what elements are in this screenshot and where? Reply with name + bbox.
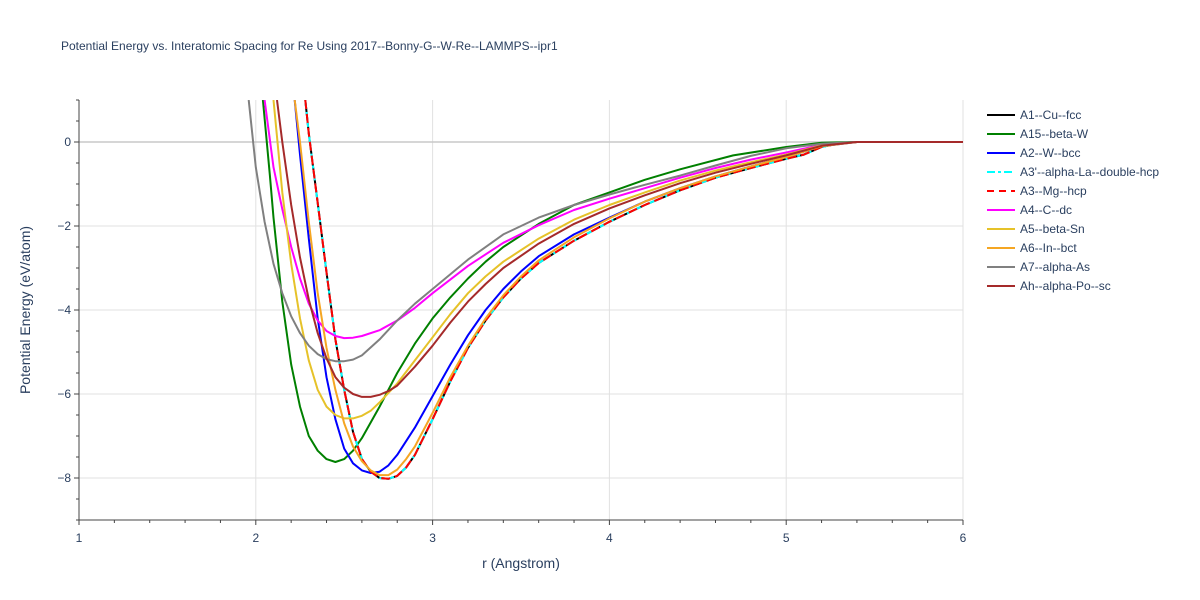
series-line-3	[304, 100, 963, 480]
legend-label-7[interactable]: A6--In--bct	[1020, 241, 1077, 255]
series-line-1	[261, 100, 963, 463]
series-line-7	[293, 100, 963, 477]
y-tick-label: −4	[57, 303, 71, 317]
legend-label-2[interactable]: A2--W--bcc	[1020, 146, 1080, 160]
gridlines	[79, 100, 964, 520]
legend-label-8[interactable]: A7--alpha-As	[1020, 260, 1090, 274]
legend-label-6[interactable]: A5--beta-Sn	[1020, 222, 1085, 236]
legend: A1--Cu--fcc A15--beta-W A2--W--bcc A3'--alp…	[987, 108, 1159, 293]
y-tick-label: −6	[57, 387, 71, 401]
y-tick-label: −8	[57, 471, 71, 485]
series-line-2	[293, 100, 963, 474]
series-line-5	[263, 100, 963, 340]
legend-label-4[interactable]: A3--Mg--hcp	[1020, 184, 1087, 198]
legend-label-9[interactable]: Ah--alpha-Po--sc	[1020, 279, 1111, 293]
y-axis-label: Potential Energy (eV/atom)	[17, 226, 33, 394]
axes: 1 2 3 4 5 6 0 −2 −4 −6 −8	[57, 99, 967, 545]
x-tick-label: 5	[783, 531, 790, 545]
plot-area	[247, 100, 963, 480]
legend-label-5[interactable]: A4--C--dc	[1020, 203, 1072, 217]
series-line-4	[304, 100, 963, 480]
x-tick-label: 4	[606, 531, 613, 545]
x-tick-label: 2	[252, 531, 259, 545]
x-tick-label: 1	[76, 531, 83, 545]
y-tick-label: 0	[64, 135, 71, 149]
series-line-8	[247, 100, 963, 363]
legend-label-0[interactable]: A1--Cu--fcc	[1020, 108, 1081, 122]
legend-label-1[interactable]: A15--beta-W	[1020, 127, 1089, 141]
series-line-6	[272, 100, 963, 420]
x-tick-label: 3	[429, 531, 436, 545]
series-line-9	[276, 100, 963, 398]
y-tick-label: −2	[57, 219, 71, 233]
x-tick-label: 6	[960, 531, 967, 545]
legend-label-3[interactable]: A3'--alpha-La--double-hcp	[1020, 165, 1159, 179]
x-axis-label: r (Angstrom)	[482, 555, 560, 571]
series-line-0	[304, 100, 963, 480]
chart-title: Potential Energy vs. Interatomic Spacing…	[61, 39, 558, 53]
